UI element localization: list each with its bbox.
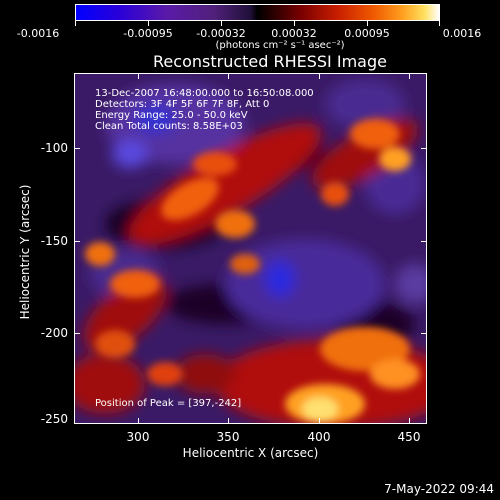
y-tick-label: -250 xyxy=(40,412,68,426)
x-tick-label: 450 xyxy=(397,430,421,444)
colorbar-tick-label: -0.00032 xyxy=(196,27,246,40)
y-axis-label: Heliocentric Y (arcsec) xyxy=(18,184,32,320)
rhessi-image: 13-Dec-2007 16:48:00.000 to 16:50:08.000… xyxy=(74,73,427,424)
y-tick-label: -200 xyxy=(40,326,68,340)
timestamp: 7-May-2022 09:44 xyxy=(384,482,494,496)
colorbar-units: (photons cm⁻² s⁻¹ asec⁻²) xyxy=(215,40,345,51)
colorbar-tick-label: 0.00032 xyxy=(271,27,317,40)
info-time-range: 13-Dec-2007 16:48:00.000 to 16:50:08.000 xyxy=(95,88,314,99)
y-tick-label: -150 xyxy=(40,234,68,248)
x-tick-label: 350 xyxy=(216,430,240,444)
x-axis-label: Heliocentric X (arcsec) xyxy=(182,446,319,460)
y-tick-label: -100 xyxy=(40,141,68,155)
colorbar-tick-label: -0.00095 xyxy=(123,27,173,40)
colorbar xyxy=(75,4,440,21)
info-peak-position: Position of Peak = [397,-242] xyxy=(95,398,242,409)
colorbar-tick-label: 0.00095 xyxy=(344,27,390,40)
colorbar-tick-label: -0.0016 xyxy=(16,27,60,40)
info-detectors: Detectors: 3F 4F 5F 6F 7F 8F, Att 0 xyxy=(95,99,270,110)
x-tick-label: 300 xyxy=(126,430,150,444)
colorbar-tick-label: 0.0016 xyxy=(442,27,482,40)
image-title: Reconstructed RHESSI Image xyxy=(153,52,387,71)
image-field xyxy=(75,74,426,423)
x-tick-label: 400 xyxy=(307,430,331,444)
info-clean-counts: Clean Total counts: 8.58E+03 xyxy=(95,121,243,132)
info-energy-range: Energy Range: 25.0 - 50.0 keV xyxy=(95,110,248,121)
